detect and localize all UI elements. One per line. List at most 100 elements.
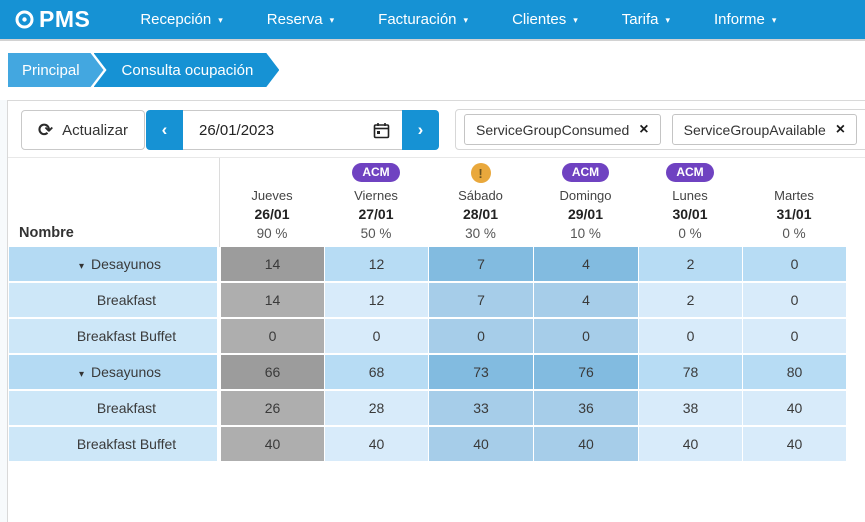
column-occupancy-pct: 0 % [678, 226, 701, 241]
remove-filter-icon[interactable]: × [639, 122, 648, 138]
nav-item-label: Tarifa [622, 11, 659, 28]
nav-item-clientes[interactable]: Clientes▾ [490, 0, 600, 40]
row-name-cell: Breakfast [9, 283, 220, 319]
acm-badge: ACM [352, 163, 399, 182]
filter-chip-label: ServiceGroupConsumed [476, 122, 629, 138]
nav-item-facturacion[interactable]: Facturación ▾ [356, 0, 490, 40]
next-day-button[interactable]: › [402, 110, 439, 150]
column-occupancy-pct: 90 % [257, 226, 288, 241]
chevron-down-icon: ▾ [772, 16, 777, 25]
breadcrumb-item-consulta-ocupacion[interactable]: Consulta ocupación [94, 53, 280, 87]
row-name-label: Desayunos [91, 256, 161, 272]
column-date: 26/01 [254, 206, 289, 222]
column-occupancy-pct: 50 % [361, 226, 392, 241]
nav-item-tarifa[interactable]: Tarifa ▾ [600, 0, 692, 40]
breadcrumb: PrincipalConsulta ocupación [8, 53, 279, 87]
cell-value: 12 [324, 283, 428, 319]
column-occupancy-pct: 10 % [570, 226, 601, 241]
previous-day-button[interactable]: ‹ [146, 110, 183, 150]
date-value[interactable]: 26/01/2023 [199, 122, 373, 139]
collapse-caret-icon[interactable]: ▾ [79, 261, 84, 272]
acm-badge: ACM [666, 163, 713, 182]
table-row: Breakfast14127420 [9, 283, 846, 319]
nav-item-label: Informe [714, 11, 765, 28]
cell-value: 68 [324, 355, 428, 391]
column-date: 31/01 [776, 206, 811, 222]
row-name-cell: Breakfast Buffet [9, 427, 220, 463]
chevron-down-icon: ▾ [665, 16, 670, 25]
acm-badge: ACM [562, 163, 609, 182]
nav-item-label: Clientes [512, 11, 566, 28]
row-name-label: Breakfast [97, 400, 156, 416]
nav-item-label: Reserva [267, 11, 323, 28]
occupancy-table: Nombre Jueves26/0190 %ACMViernes27/0150 … [9, 158, 846, 463]
cell-value: 40 [533, 427, 638, 463]
cell-value: 14 [220, 283, 324, 319]
cell-value: 40 [428, 427, 533, 463]
date-navigator: ‹ 26/01/2023 › [146, 110, 439, 150]
column-header-martes: Martes 31/01 0 % [742, 158, 846, 247]
cell-value: 0 [742, 283, 846, 319]
cell-value: 0 [428, 319, 533, 355]
cell-value: 7 [428, 283, 533, 319]
cell-value: 0 [742, 319, 846, 355]
cell-value: 0 [638, 319, 742, 355]
chevron-down-icon: ▾ [218, 16, 223, 25]
date-field[interactable]: 26/01/2023 [183, 110, 402, 150]
table-row: ▾Desayunos666873767880 [9, 355, 846, 391]
column-day-name: Martes [774, 188, 814, 203]
column-header-name: Nombre [9, 158, 220, 247]
refresh-icon: ⟳ [38, 121, 53, 139]
refresh-label: Actualizar [62, 122, 128, 139]
filter-chip-servicegroupavailable[interactable]: ServiceGroupAvailable × [672, 114, 858, 145]
breadcrumb-item-principal[interactable]: Principal [8, 53, 104, 87]
column-header-sabado: !Sábado28/0130 % [428, 158, 533, 247]
cell-value: 4 [533, 247, 638, 283]
calendar-icon[interactable] [373, 122, 390, 139]
cell-value: 0 [742, 247, 846, 283]
column-day-name: Jueves [251, 188, 292, 203]
column-header-domingo: ACMDomingo29/0110 % [533, 158, 638, 247]
row-name-cell[interactable]: ▾ Desayunos [9, 247, 220, 283]
cell-value: 40 [742, 427, 846, 463]
table-row: Breakfast Buffet404040404040 [9, 427, 846, 463]
chevron-down-icon: ▾ [464, 16, 469, 25]
row-name-label: Breakfast Buffet [77, 436, 176, 452]
cell-value: 38 [638, 391, 742, 427]
column-day-name: Lunes [672, 188, 707, 203]
warning-badge: ! [471, 163, 491, 183]
row-name-label: Desayunos [91, 364, 161, 380]
nav-item-recepcion[interactable]: Recepción▾ [118, 0, 244, 40]
collapse-caret-icon[interactable]: ▾ [79, 369, 84, 380]
main-menu: Recepción▾Reserva▾Facturación▾Clientes▾T… [118, 0, 798, 40]
content-panel: ⟳ Actualizar ‹ 26/01/2023 › Servic [7, 100, 865, 522]
cell-value: 2 [638, 283, 742, 319]
filter-multiselect[interactable]: ServiceGroupConsumed×ServiceGroupAvailab… [455, 109, 865, 150]
column-day-name: Viernes [354, 188, 398, 203]
app-logo[interactable]: PMS [14, 6, 90, 33]
filter-chip-label: ServiceGroupAvailable [684, 122, 826, 138]
filter-chip-servicegroupconsumed[interactable]: ServiceGroupConsumed × [464, 114, 661, 145]
remove-filter-icon[interactable]: × [836, 122, 845, 138]
pms-logo-icon [14, 9, 35, 30]
cell-value: 14 [220, 247, 324, 283]
row-name-label: Breakfast Buffet [77, 328, 176, 344]
cell-value: 36 [533, 391, 638, 427]
column-header-lunes: ACMLunes30/010 % [638, 158, 742, 247]
column-occupancy-pct: 0 % [782, 226, 805, 241]
refresh-button[interactable]: ⟳ Actualizar [21, 110, 145, 150]
toolbar: ⟳ Actualizar ‹ 26/01/2023 › Servic [8, 101, 865, 158]
cell-value: 28 [324, 391, 428, 427]
row-name-cell[interactable]: ▾ Desayunos [9, 355, 220, 391]
row-name-cell: Breakfast Buffet [9, 319, 220, 355]
nav-item-label: Facturación [378, 11, 456, 28]
nav-item-reserva[interactable]: Reserva ▾ [245, 0, 356, 40]
column-day-name: Domingo [559, 188, 611, 203]
cell-value: 4 [533, 283, 638, 319]
cell-value: 12 [324, 247, 428, 283]
cell-value: 73 [428, 355, 533, 391]
top-navbar: PMS Recepción▾ Reserva ▾ Facturación ▾ Client… [0, 0, 865, 41]
chevron-down-icon: ▾ [330, 16, 335, 25]
nav-item-informe[interactable]: Informe ▾ [692, 0, 798, 40]
table-row: Breakfast Buffet000000 [9, 319, 846, 355]
